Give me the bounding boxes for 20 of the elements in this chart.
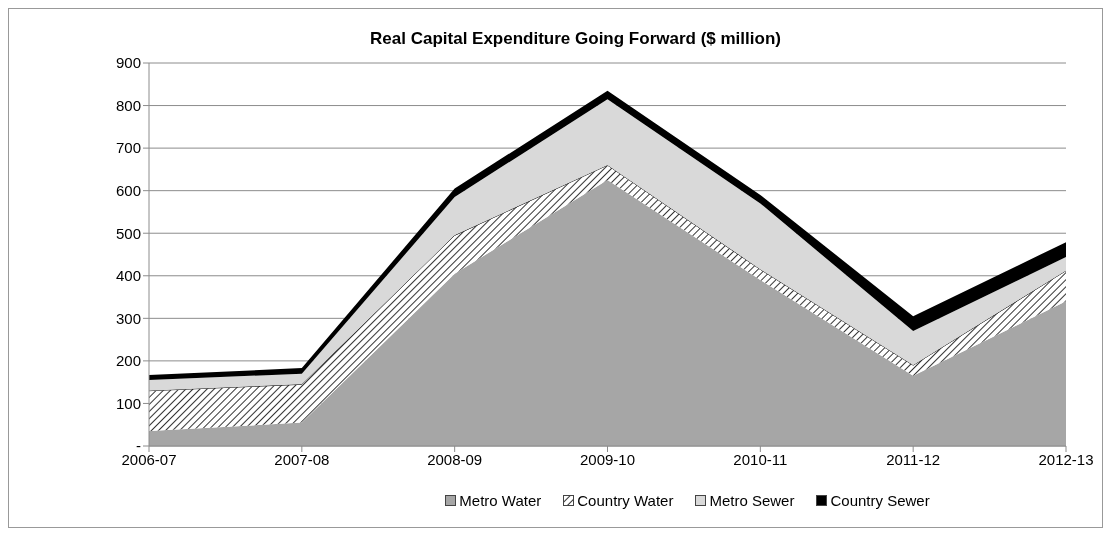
chart-title: Real Capital Expenditure Going Forward ($ million) <box>369 29 782 49</box>
y-tick-label: 700 <box>115 139 141 157</box>
x-tick-label: 2009-10 <box>579 450 636 468</box>
y-tick-label: 900 <box>115 54 141 72</box>
x-tick-label: 2007-08 <box>274 450 330 468</box>
x-tick-label: 2010-11 <box>733 450 788 468</box>
y-tick-label: 600 <box>115 181 141 199</box>
y-tick-label: 400 <box>115 267 141 285</box>
legend-label: Country Sewer <box>829 492 930 509</box>
x-tick-label: 2011-12 <box>886 450 941 468</box>
legend-label: Country Water <box>576 492 674 509</box>
legend-label: Metro Sewer <box>708 492 795 509</box>
y-tick-label: 200 <box>115 352 141 370</box>
y-tick-label: 300 <box>115 309 141 327</box>
legend-label: Metro Water <box>458 492 542 509</box>
y-tick-label: 800 <box>115 96 141 114</box>
x-tick-label: 2008-09 <box>427 450 483 468</box>
y-tick-label: 500 <box>115 224 141 242</box>
y-tick-label: 100 <box>115 394 141 412</box>
x-tick-label: 2012-13 <box>1038 450 1094 468</box>
